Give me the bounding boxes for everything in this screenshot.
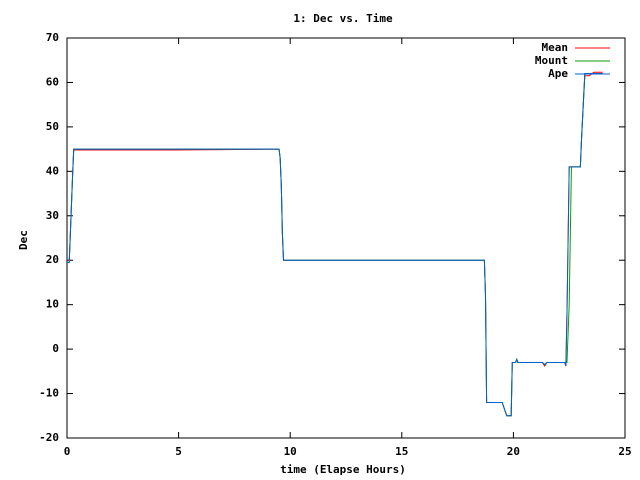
x-tick-label: 25	[618, 445, 631, 458]
plot-frame	[66, 37, 626, 439]
x-axis-label: time (Elapse Hours)	[280, 463, 406, 476]
legend-label: Ape	[548, 67, 568, 80]
y-tick-label: 30	[46, 209, 59, 222]
y-tick-label: 0	[52, 342, 59, 355]
y-tick-label: 10	[46, 298, 59, 311]
chart-title: 1: Dec vs. Time	[293, 12, 393, 25]
series-line	[67, 73, 603, 417]
y-tick-label: 20	[46, 253, 59, 266]
y-tick-label: 60	[46, 75, 59, 88]
y-tick-label: -10	[39, 387, 59, 400]
y-axis-label: Dec	[17, 230, 30, 250]
x-tick-label: 15	[395, 445, 408, 458]
x-tick-label: 0	[64, 445, 71, 458]
legend-label: Mean	[542, 41, 569, 54]
x-tick-label: 20	[507, 445, 520, 458]
x-tick-label: 10	[284, 445, 297, 458]
y-tick-label: 40	[46, 164, 59, 177]
y-tick-label: 70	[46, 31, 59, 44]
y-tick-label: -20	[39, 431, 59, 444]
x-tick-label: 5	[175, 445, 182, 458]
legend-label: Mount	[535, 54, 568, 67]
y-tick-label: 50	[46, 120, 59, 133]
